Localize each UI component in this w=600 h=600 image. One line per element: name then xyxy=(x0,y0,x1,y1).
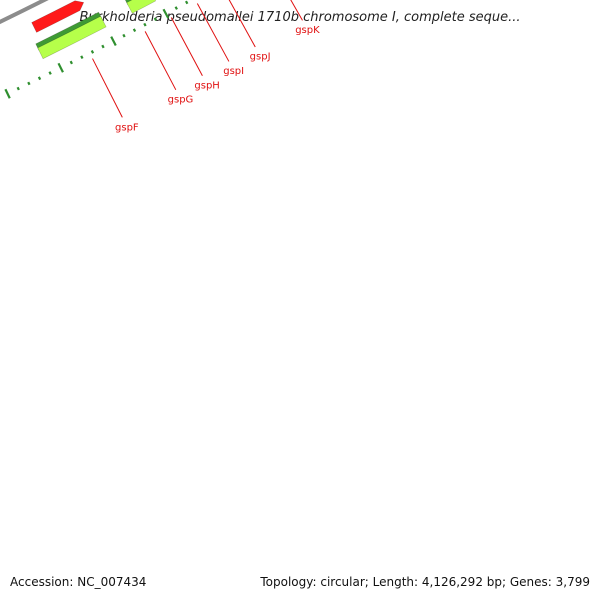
outer-major-tick xyxy=(110,36,117,47)
outer-minor-tick xyxy=(69,60,73,65)
outer-minor-tick xyxy=(48,71,52,75)
label-gspF[interactable]: gspF xyxy=(115,122,139,133)
feature-labels: gspFgspGgspHgspIgspJgspKgspLgspMgspNgspC… xyxy=(92,0,320,133)
outer-minor-tick xyxy=(101,44,105,49)
outer-minor-tick xyxy=(80,55,84,60)
outer-minor-tick xyxy=(132,28,137,33)
map-title: Burkholderia pseudomallei 1710b chromoso… xyxy=(79,10,521,25)
outer-minor-tick xyxy=(27,81,31,86)
outer-minor-tick xyxy=(153,17,158,22)
feature-gspF[interactable] xyxy=(31,0,85,33)
outer-minor-tick xyxy=(143,22,147,27)
outer-minor-tick xyxy=(184,0,189,5)
outer-major-tick xyxy=(162,8,170,19)
label-gspH[interactable]: gspH xyxy=(194,81,219,92)
label-connector xyxy=(144,31,177,91)
feature-lime2[interactable] xyxy=(126,0,157,14)
feature-tracks xyxy=(31,0,157,60)
label-connector xyxy=(170,17,203,76)
tick-rings: 236 kbp237 kbp238 kbp239 kbp240 kbp241 k… xyxy=(4,0,189,99)
backbone xyxy=(0,0,49,25)
label-connector xyxy=(228,0,256,48)
label-gspK[interactable]: gspK xyxy=(295,25,320,36)
feature-lime1[interactable] xyxy=(37,15,107,60)
outer-minor-tick xyxy=(174,6,178,10)
outer-major-tick xyxy=(57,62,64,73)
outer-minor-tick xyxy=(90,50,95,54)
outer-major-tick xyxy=(4,88,11,99)
genome-summary: Topology: circular; Length: 4,126,292 bp… xyxy=(260,575,590,589)
outer-minor-tick xyxy=(16,86,20,91)
backbone-line xyxy=(0,0,49,25)
label-gspG[interactable]: gspG xyxy=(168,95,194,106)
label-gspI[interactable]: gspI xyxy=(223,66,244,77)
outer-minor-tick xyxy=(37,76,42,81)
label-connector xyxy=(92,58,123,118)
outer-minor-tick xyxy=(122,33,126,38)
label-connector xyxy=(290,0,303,21)
label-connector xyxy=(196,3,230,62)
accession-text: Accession: NC_007434 xyxy=(10,575,147,589)
label-gspJ[interactable]: gspJ xyxy=(250,52,271,63)
